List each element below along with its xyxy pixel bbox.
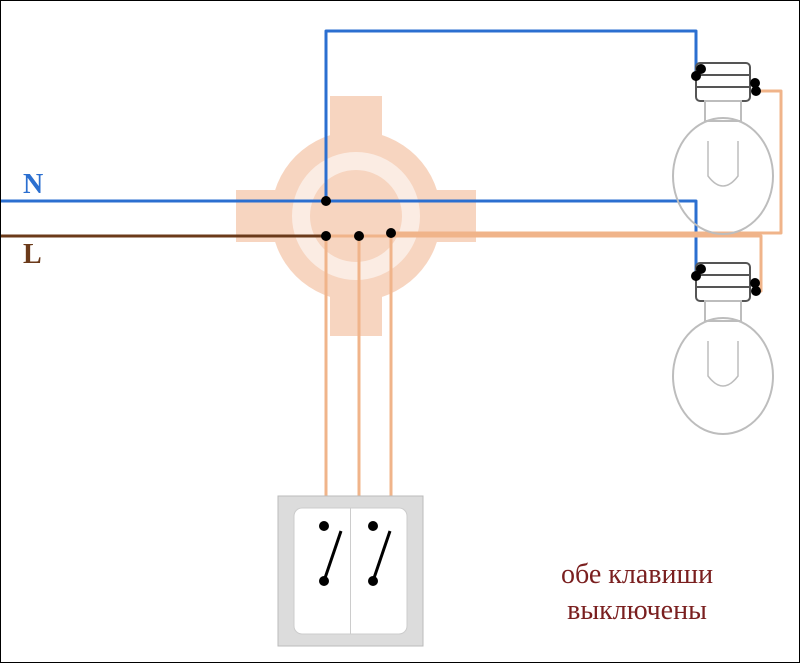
wiring-diagram: N L обе клавиши выключены	[0, 0, 800, 663]
caption-line1: обе клавиши	[561, 559, 713, 590]
neutral-label: N	[23, 169, 43, 201]
caption-line2: выключены	[567, 595, 707, 626]
live-label: L	[23, 239, 42, 271]
caption-text: обе клавиши выключены	[561, 557, 713, 630]
